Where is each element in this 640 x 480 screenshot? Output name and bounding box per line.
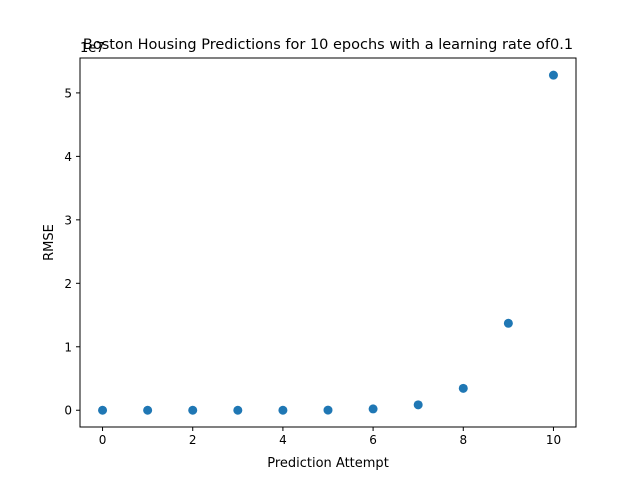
data-point xyxy=(368,404,378,414)
x-axis-label: Prediction Attempt xyxy=(267,456,389,471)
data-points xyxy=(98,70,558,415)
data-point xyxy=(278,405,288,415)
x-tick-label: 8 xyxy=(459,433,467,447)
x-tick-label: 2 xyxy=(189,433,197,447)
y-axis-label: RMSE xyxy=(42,224,57,261)
chart-title: Boston Housing Predictions for 10 epochs… xyxy=(83,37,573,53)
x-axis-ticks: 0 2 4 6 8 10 xyxy=(99,427,561,447)
x-tick-label: 6 xyxy=(369,433,377,447)
plot-frame xyxy=(79,57,577,428)
data-point xyxy=(323,405,333,415)
data-point xyxy=(413,400,423,410)
x-tick-label: 4 xyxy=(279,433,287,447)
data-point xyxy=(233,405,243,415)
y-tick-label: 5 xyxy=(64,86,72,100)
x-tick-label: 0 xyxy=(99,433,107,447)
y-tick-label: 4 xyxy=(64,150,72,164)
y-offset-label: 1e7 xyxy=(80,41,105,56)
x-tick-label: 10 xyxy=(546,433,561,447)
data-point xyxy=(503,318,513,328)
data-point xyxy=(548,70,558,80)
y-tick-label: 2 xyxy=(64,277,72,291)
data-point xyxy=(98,405,108,415)
data-point xyxy=(188,405,198,415)
y-tick-label: 3 xyxy=(64,213,72,227)
y-axis-ticks: 0 1 2 3 4 5 xyxy=(64,86,80,418)
data-point xyxy=(458,383,468,393)
y-tick-label: 1 xyxy=(64,340,72,354)
data-point xyxy=(143,405,153,415)
y-tick-label: 0 xyxy=(64,404,72,418)
